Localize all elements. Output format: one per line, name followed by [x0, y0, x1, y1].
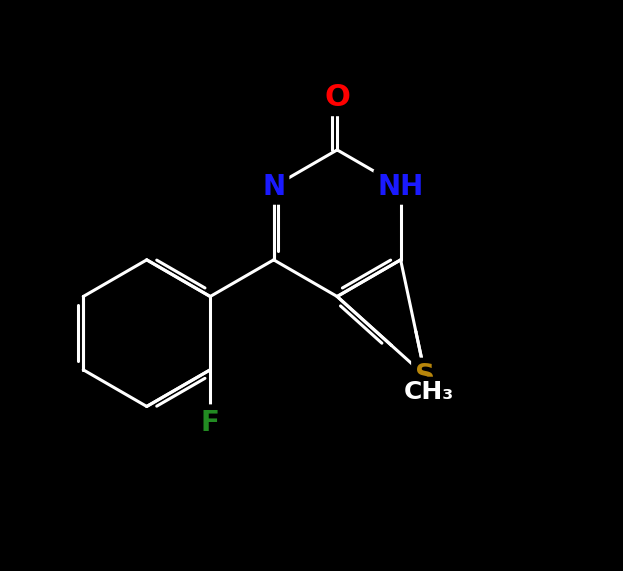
Text: O: O	[324, 83, 350, 112]
Text: N: N	[262, 172, 285, 200]
Text: CH₃: CH₃	[404, 380, 454, 404]
Text: NH: NH	[378, 172, 424, 200]
Text: S: S	[416, 362, 435, 390]
Text: F: F	[201, 409, 220, 437]
